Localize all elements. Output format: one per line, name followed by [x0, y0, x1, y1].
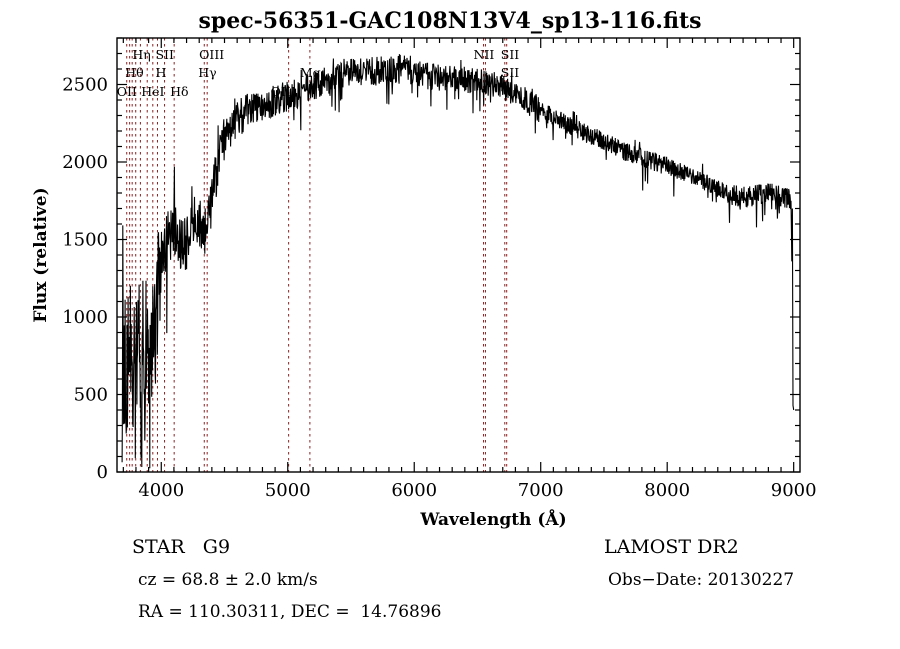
spectral-line-label: Hγ: [198, 65, 216, 80]
spectral-line-label: OII: [117, 84, 137, 99]
spectral-line-label: Hδ: [170, 84, 188, 99]
axis-ticks: [117, 37, 800, 473]
x-axis-tick-label: 8000: [644, 480, 690, 501]
x-axis-title: Wavelength (Å): [419, 508, 566, 530]
x-axis-tick-label: 4000: [138, 480, 184, 501]
page-title: spec-56351-GAC108N13V4_sp13-116.fits: [198, 8, 702, 34]
survey-name-text: LAMOST DR2: [604, 536, 739, 558]
x-axis-tick-label: 7000: [518, 480, 564, 501]
coordinates-text: RA = 110.30311, DEC = 14.76896: [138, 602, 442, 622]
spectral-line-label: OIII: [199, 47, 224, 62]
y-axis-tick-label: 2000: [62, 152, 108, 173]
spectral-line-label: H: [155, 65, 166, 80]
plot-frame: [116, 37, 801, 473]
spectral-line-label: SII: [155, 47, 174, 62]
spectrum-trace: [121, 54, 795, 469]
y-axis-title: Flux (relative): [31, 187, 51, 322]
y-axis-tick-label: 1000: [62, 307, 108, 328]
spectral-line-label: Mg: [300, 65, 321, 80]
obs-date-text: Obs−Date: 20130227: [608, 570, 795, 590]
x-axis-tick-label: 6000: [391, 480, 437, 501]
spectral-line-label: HeI: [141, 84, 164, 99]
spectral-line-label: Hη: [132, 47, 150, 62]
x-axis-tick-label: 5000: [265, 480, 311, 501]
y-axis-tick-label: 0: [97, 462, 108, 483]
redshift-velocity-text: cz = 68.8 ± 2.0 km/s: [138, 570, 318, 590]
y-axis-tick-label: 2500: [62, 75, 108, 96]
y-axis-tick-label: 500: [74, 385, 108, 406]
spectral-line-label: SII: [501, 47, 520, 62]
spectral-line-label: NII: [474, 47, 495, 62]
object-class-text: STAR G9: [132, 536, 231, 558]
x-axis-tick-label: 9000: [771, 480, 817, 501]
spectral-line-label: SII: [501, 65, 520, 80]
y-axis-tick-label: 1500: [62, 230, 108, 251]
spectral-line-labels: OII Hη HeI Hθ SII H Hδ OIII Hγ OIII Mg NII SII SII: [117, 47, 520, 99]
spectral-line-label: OIII: [271, 84, 296, 99]
spectral-line-label: Hθ: [125, 65, 143, 80]
spectral-line-markers: [126, 38, 508, 472]
